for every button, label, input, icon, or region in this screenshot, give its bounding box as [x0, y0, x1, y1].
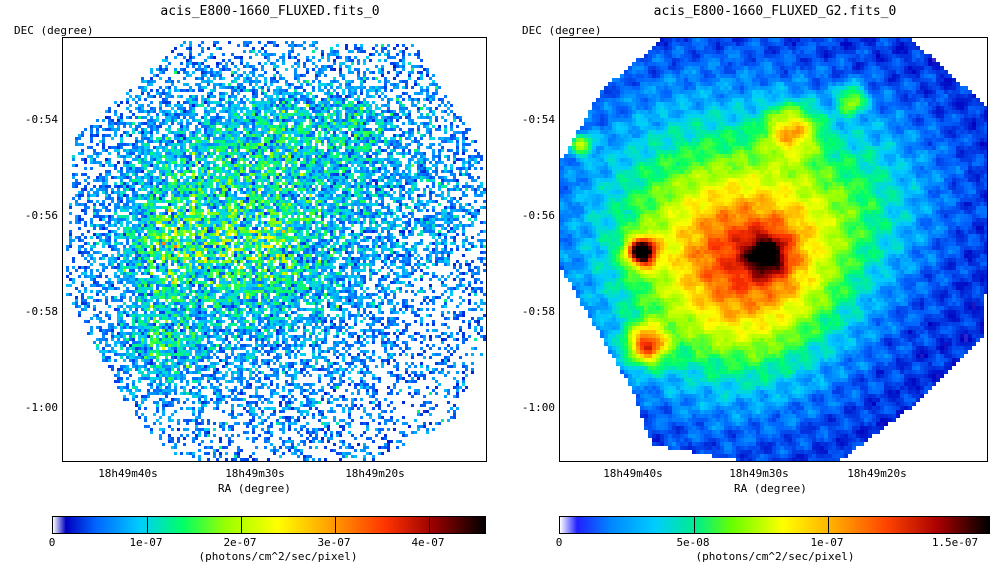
- right-y-axis-label: DEC (degree): [522, 24, 602, 37]
- left-y-tick: -0:58: [24, 305, 58, 318]
- right-y-tick: -0:58: [521, 305, 555, 318]
- left-colorbar-unit: (photons/cm^2/sec/pixel): [198, 550, 358, 563]
- right-panel-title: acis_E800-1660_FLUXED_G2.fits_0: [653, 4, 897, 19]
- right-colorbar-tick: 1.5e-07: [931, 536, 979, 549]
- left-y-tick: -0:56: [24, 209, 58, 222]
- right-x-tick: 18h49m40s: [603, 467, 663, 480]
- left-panel-title: acis_E800-1660_FLUXED.fits_0: [160, 4, 380, 19]
- right-colorbar-unit: (photons/cm^2/sec/pixel): [695, 550, 855, 563]
- left-y-tick: -0:54: [24, 113, 58, 126]
- right-x-tick: 18h49m30s: [729, 467, 789, 480]
- left-colorbar-tick: 2e-07: [223, 536, 257, 549]
- right-colorbar-tick: 1e-07: [810, 536, 844, 549]
- left-y-tick: -1:00: [24, 401, 58, 414]
- right-x-tick: 18h49m20s: [847, 467, 907, 480]
- left-x-axis-label: RA (degree): [218, 482, 291, 495]
- left-colorbar-tick: 3e-07: [317, 536, 351, 549]
- left-fluxed-image: [66, 41, 486, 461]
- left-x-tick: 18h49m30s: [225, 467, 285, 480]
- right-image-plot[interactable]: [559, 37, 988, 462]
- right-colorbar-tick: 5e-08: [676, 536, 710, 549]
- right-colorbar-tick: 0: [555, 536, 563, 549]
- left-colorbar: [52, 516, 486, 534]
- left-colorbar-tick: 0: [48, 536, 56, 549]
- right-y-tick: -0:56: [521, 209, 555, 222]
- left-x-tick: 18h49m20s: [345, 467, 405, 480]
- right-y-tick: -0:54: [521, 113, 555, 126]
- left-y-axis-label: DEC (degree): [14, 24, 94, 37]
- left-colorbar-tick: 1e-07: [129, 536, 163, 549]
- left-image-plot[interactable]: [62, 37, 487, 462]
- left-x-tick: 18h49m40s: [98, 467, 158, 480]
- right-y-tick: -1:00: [521, 401, 555, 414]
- right-x-axis-label: RA (degree): [734, 482, 807, 495]
- right-colorbar: [559, 516, 990, 534]
- right-smoothed-image: [560, 38, 987, 461]
- left-colorbar-tick: 4e-07: [411, 536, 445, 549]
